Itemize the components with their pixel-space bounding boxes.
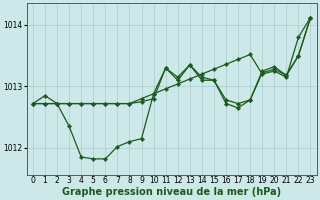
X-axis label: Graphe pression niveau de la mer (hPa): Graphe pression niveau de la mer (hPa) — [62, 187, 281, 197]
